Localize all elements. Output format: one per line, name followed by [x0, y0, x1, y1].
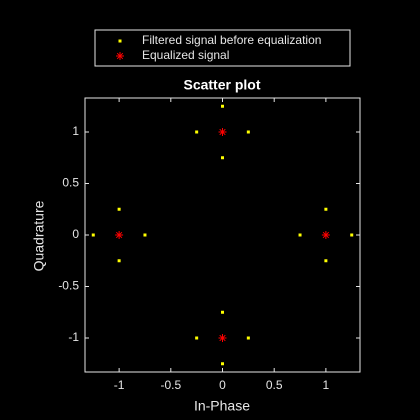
point	[221, 156, 224, 160]
point	[221, 104, 224, 108]
point	[115, 231, 124, 239]
x-tick-label: 0.5	[266, 378, 283, 392]
point	[117, 259, 121, 263]
point	[324, 259, 328, 263]
y-tick-label: 0	[72, 227, 79, 241]
x-tick-label: 1	[323, 378, 330, 392]
point	[143, 233, 147, 237]
point	[195, 336, 199, 340]
legend-marker	[118, 39, 122, 43]
y-tick-label: -0.5	[58, 279, 79, 293]
point	[218, 334, 227, 343]
point	[246, 336, 250, 340]
x-tick-label: -1	[114, 378, 125, 392]
legend-marker	[116, 52, 124, 60]
legend-box	[94, 29, 351, 67]
point	[117, 207, 121, 211]
point	[324, 207, 328, 211]
point	[221, 362, 224, 366]
y-tick-label: 0.5	[62, 176, 79, 190]
axes-box	[84, 97, 361, 373]
x-tick-label: 0	[219, 378, 226, 392]
chart-title: Scatter plot	[183, 77, 260, 93]
y-tick-label: 1	[72, 124, 79, 138]
point	[195, 130, 199, 134]
y-tick-label: -1	[68, 330, 79, 344]
point	[91, 233, 95, 237]
point	[321, 231, 330, 239]
legend-label: Filtered signal before equalization	[142, 33, 321, 47]
point	[218, 127, 227, 136]
point	[221, 310, 224, 314]
y-axis-label: Quadrature	[31, 200, 47, 271]
x-tick-label: -0.5	[160, 378, 181, 392]
legend-label: Equalized signal	[142, 48, 229, 62]
point	[350, 233, 354, 237]
point	[246, 130, 250, 134]
point	[298, 233, 302, 237]
x-axis-label: In-Phase	[194, 398, 250, 414]
